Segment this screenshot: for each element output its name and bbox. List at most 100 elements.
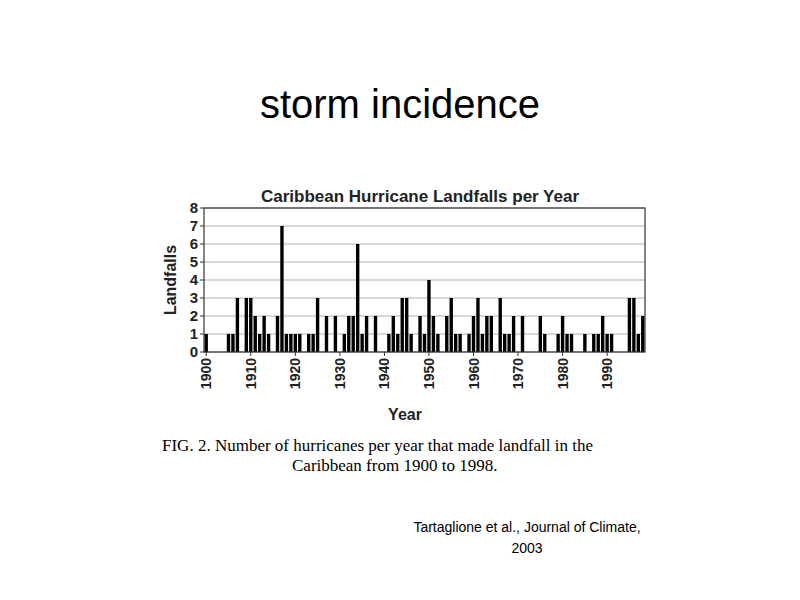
bar — [565, 334, 568, 352]
bars — [205, 226, 645, 352]
bar — [276, 316, 279, 352]
citation-line: 2003 — [511, 540, 542, 556]
y-tick-label: 6 — [190, 235, 198, 252]
bar — [325, 316, 328, 352]
x-tick-label: 1930 — [332, 358, 348, 389]
bar — [294, 334, 297, 352]
y-tick-label: 1 — [190, 325, 198, 342]
caption-line: FIG. 2. Number of hurricanes per year th… — [162, 436, 593, 455]
bar — [628, 298, 631, 352]
y-axis-label: Landfalls — [162, 245, 179, 315]
x-tick-label: 1900 — [198, 358, 214, 389]
grid-line — [204, 262, 645, 263]
bar — [583, 334, 586, 352]
bar — [365, 316, 368, 352]
bar — [254, 316, 257, 352]
slide-title: storm incidence — [260, 82, 540, 126]
y-tick-label: 4 — [190, 271, 199, 288]
grid-line — [204, 316, 645, 317]
bar — [347, 316, 350, 352]
bar — [432, 316, 435, 352]
bar — [249, 298, 252, 352]
y-tick-label: 0 — [190, 343, 198, 360]
bar — [472, 316, 475, 352]
bar — [205, 334, 208, 352]
bar — [289, 334, 292, 352]
x-tick-label: 1950 — [421, 358, 437, 389]
citation-line: Tartaglione et al., Journal of Climate, — [413, 519, 640, 535]
bar — [450, 298, 453, 352]
bar — [387, 334, 390, 352]
bar — [641, 316, 644, 352]
bar — [409, 334, 412, 352]
bar — [374, 316, 377, 352]
chart-title: Caribbean Hurricane Landfalls per Year — [261, 187, 579, 206]
bar — [485, 316, 488, 352]
bar — [298, 334, 301, 352]
bar — [512, 316, 515, 352]
x-tick-label: 1920 — [287, 358, 303, 389]
plot-frame — [204, 208, 645, 352]
bar — [262, 316, 265, 352]
x-tick-label: 1980 — [555, 358, 571, 389]
x-tick-label: 1970 — [510, 358, 526, 389]
bar — [227, 334, 230, 352]
bar — [454, 334, 457, 352]
bar — [597, 334, 600, 352]
x-tick-label: 1960 — [466, 358, 482, 389]
bar — [632, 298, 635, 352]
bar — [423, 334, 426, 352]
x-tick-label: 1940 — [376, 358, 392, 389]
bar — [561, 316, 564, 352]
grid-line — [204, 298, 645, 299]
y-tick-label: 7 — [190, 217, 198, 234]
bar — [481, 334, 484, 352]
x-tick-label: 1910 — [243, 358, 259, 389]
bar — [521, 316, 524, 352]
bar — [405, 298, 408, 352]
grid-line — [204, 280, 645, 281]
bar — [601, 316, 604, 352]
grid-line — [204, 244, 645, 245]
bar — [343, 334, 346, 352]
bar — [285, 334, 288, 352]
bar — [245, 298, 248, 352]
x-tick — [518, 352, 519, 356]
bar — [334, 316, 337, 352]
bar — [356, 244, 359, 352]
bar — [503, 334, 506, 352]
bar — [637, 334, 640, 352]
bar — [316, 298, 319, 352]
x-tick — [250, 352, 251, 356]
bar — [418, 316, 421, 352]
x-tick — [428, 352, 429, 356]
x-tick — [339, 352, 340, 356]
bar — [543, 334, 546, 352]
x-tick — [562, 352, 563, 356]
bar — [401, 298, 404, 352]
bar — [311, 334, 314, 352]
bar — [436, 334, 439, 352]
bar — [592, 334, 595, 352]
bar — [556, 334, 559, 352]
slide: storm incidence Caribbean Hurricane Landf… — [0, 0, 800, 600]
bar — [610, 334, 613, 352]
bar — [605, 334, 608, 352]
bar — [458, 334, 461, 352]
bar — [476, 298, 479, 352]
caption-line: Caribbean from 1900 to 1998. — [292, 456, 497, 475]
x-tick — [206, 352, 207, 356]
y-tick-label: 8 — [190, 199, 198, 216]
x-tick — [295, 352, 296, 356]
x-tick — [607, 352, 608, 356]
bar — [507, 334, 510, 352]
bar — [352, 316, 355, 352]
bar — [467, 334, 470, 352]
x-tick — [473, 352, 474, 356]
bar — [499, 298, 502, 352]
y-tick-label: 3 — [190, 289, 198, 306]
bar — [445, 316, 448, 352]
bar — [236, 298, 239, 352]
bar — [490, 316, 493, 352]
bar — [570, 334, 573, 352]
